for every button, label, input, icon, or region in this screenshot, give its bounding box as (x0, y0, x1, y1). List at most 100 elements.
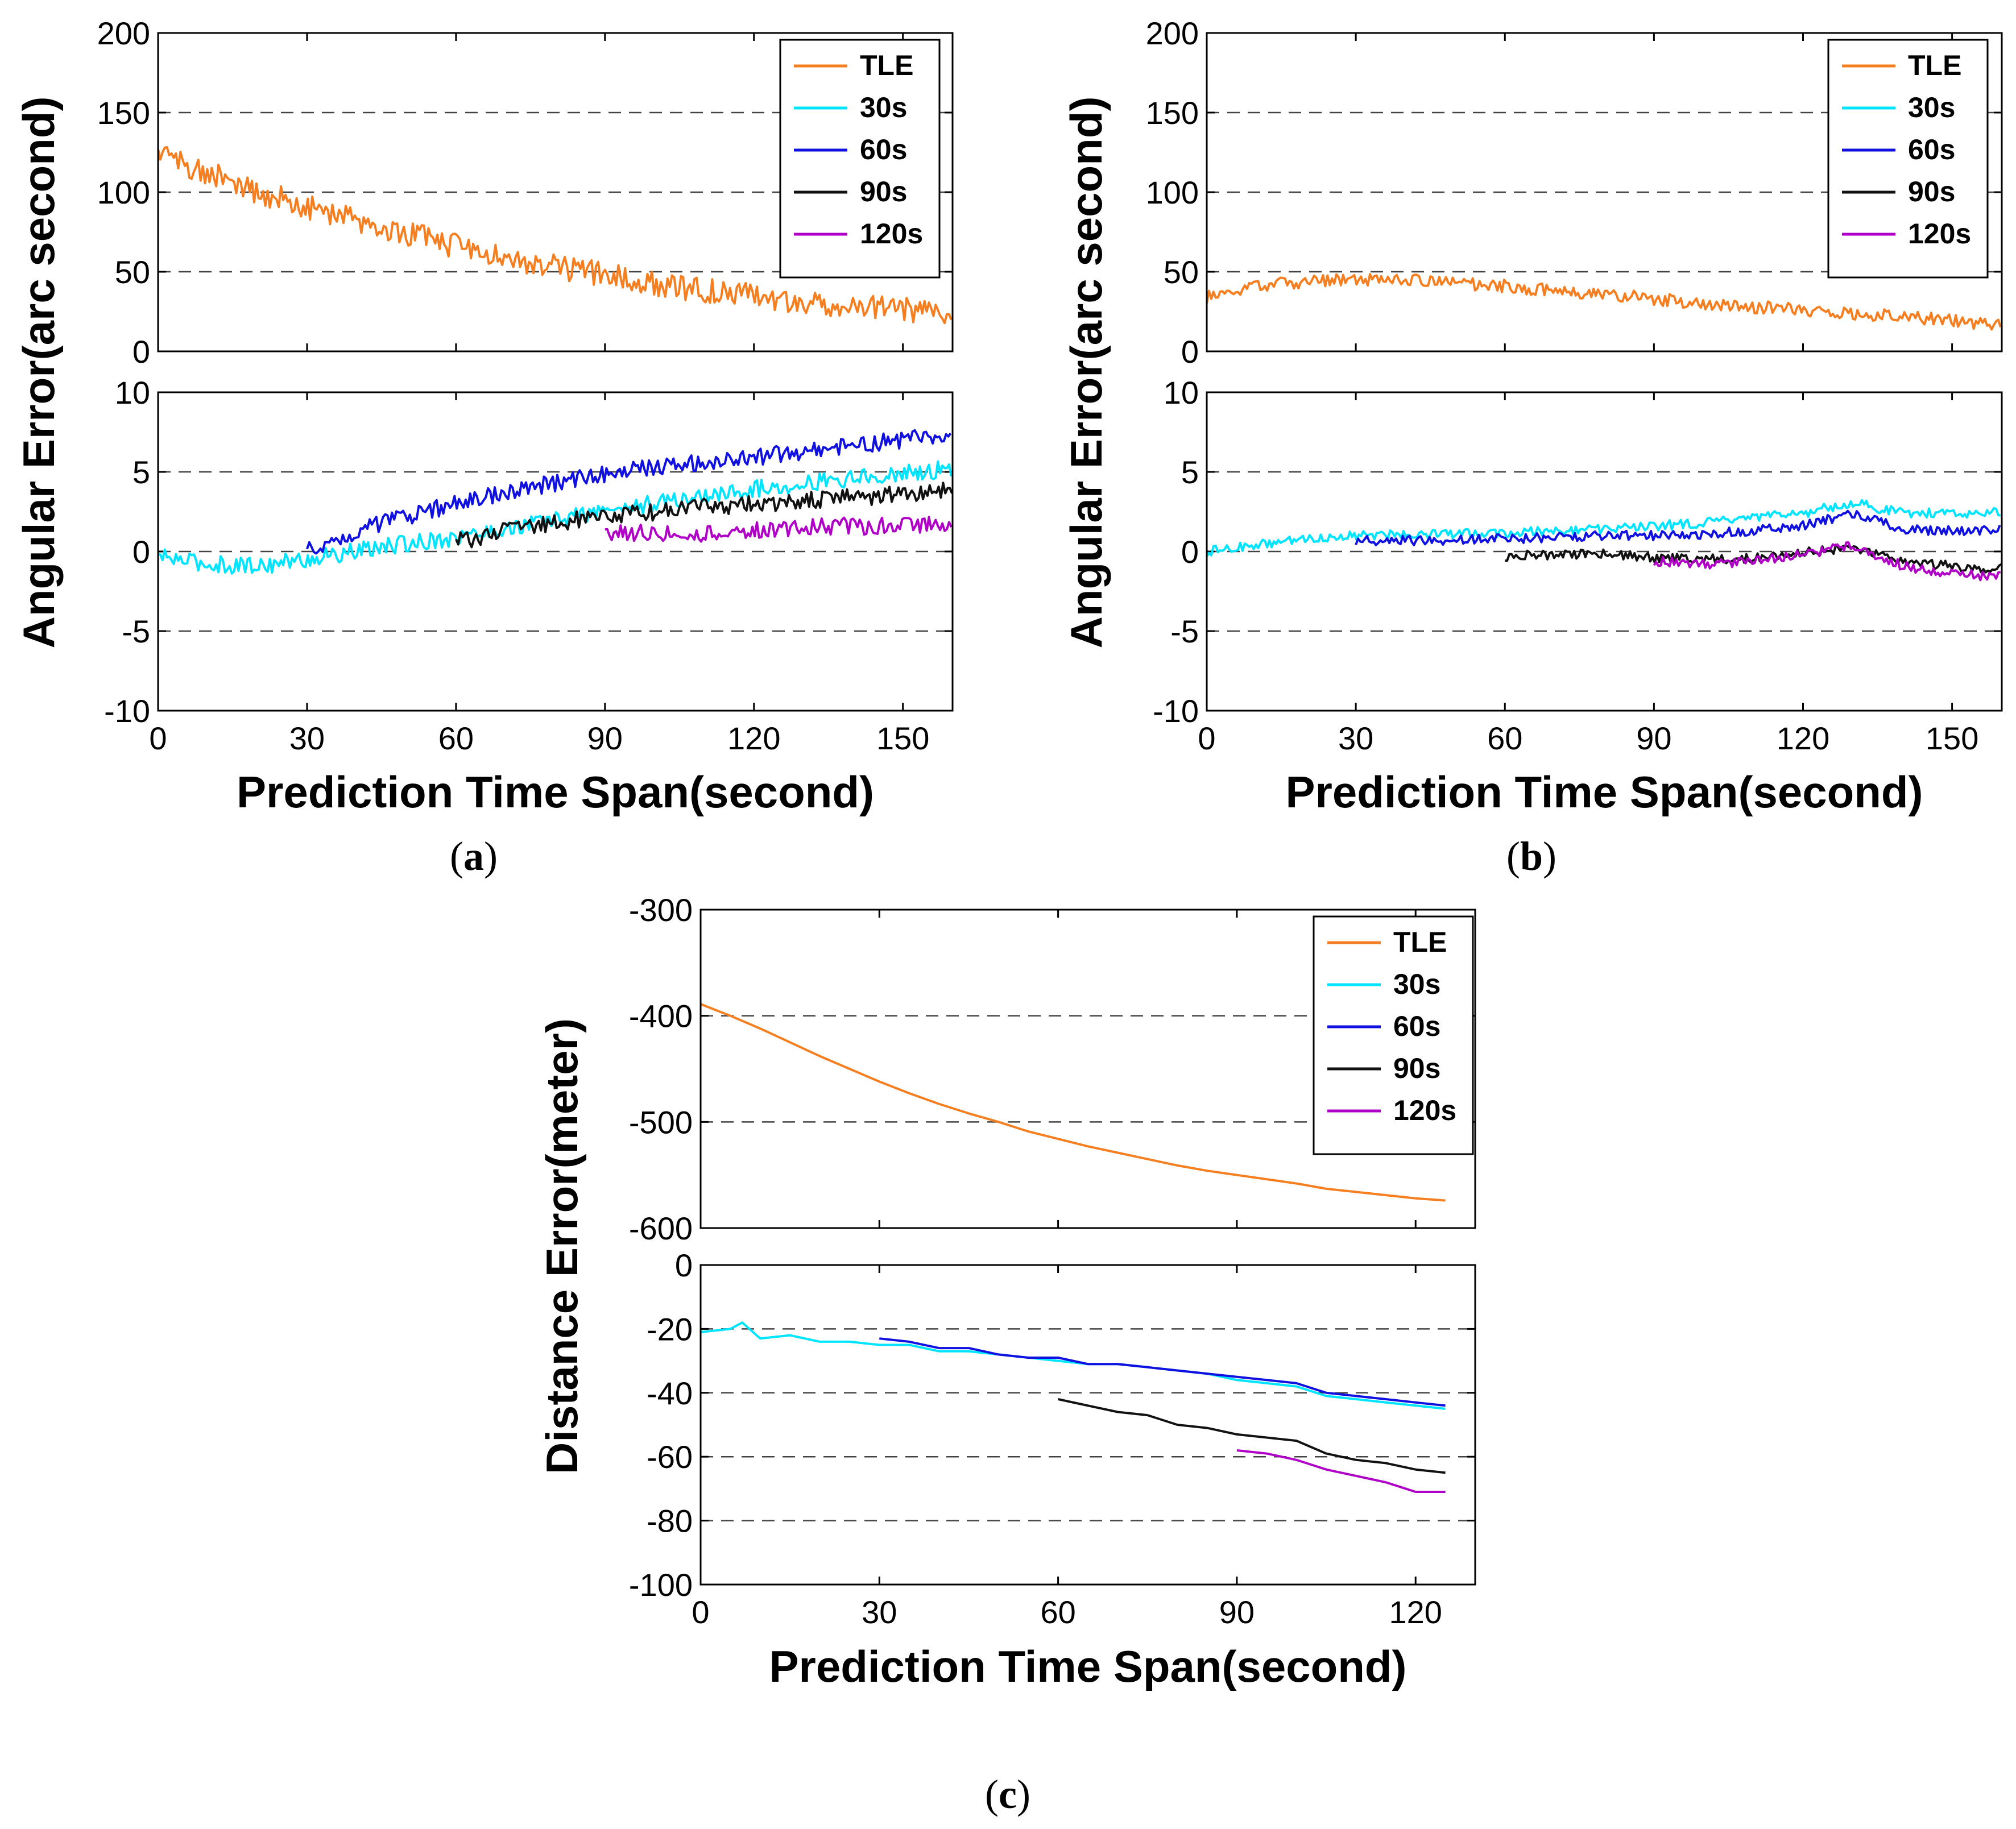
plot-frame (699, 1264, 1476, 1586)
caption-letter: b (1520, 833, 1543, 879)
caption-paren-close: ) (1543, 833, 1556, 879)
y-tick-label: -10 (104, 693, 150, 729)
x-tick-label: 60 (1487, 720, 1522, 756)
legend-box (1313, 915, 1474, 1155)
y-tick-label: -60 (647, 1439, 693, 1475)
legend-label-TLE: TLE (860, 49, 913, 81)
plot-frame (1206, 32, 2003, 352)
x-tick-label: 150 (876, 720, 929, 756)
legend-label-30s: 30s (1908, 92, 1955, 123)
y-tick-label: 100 (1146, 175, 1199, 210)
legend-label-30s: 30s (860, 92, 907, 123)
x-tick-label: 30 (1338, 720, 1373, 756)
x-tick-label: 120 (727, 720, 780, 756)
x-axis-label: Prediction Time Span(second) (769, 1641, 1406, 1691)
legend: TLE 30s 60s 90s 120s (1313, 915, 1474, 1155)
panel-caption: (a) (450, 833, 498, 879)
y-tick-label: 150 (97, 95, 150, 131)
y-tick-label: -100 (629, 1567, 693, 1603)
bottom-subplot: -10 -5 0 5 10 (104, 375, 954, 729)
x-tick-label: 150 (1926, 720, 1978, 756)
panel-c: -600 -500 -400 -300 -100 -80 -60 -40 -20 0 0 30 60 90… (537, 892, 1476, 1817)
series-line-120s (1653, 541, 2001, 582)
y-tick-label: 200 (1146, 15, 1199, 51)
y-tick-label: 10 (1164, 375, 1199, 410)
y-tick-label: 150 (1146, 95, 1199, 131)
x-tick-label: 60 (438, 720, 474, 756)
bottom-subplot: -10 -5 0 5 10 (1153, 375, 2003, 729)
x-tick-label: 0 (1198, 720, 1215, 756)
legend-label-60s: 60s (1908, 134, 1955, 165)
series-line-90s (1058, 1398, 1446, 1474)
legend: TLE 30s 60s 90s 120s (779, 39, 941, 279)
bottom-subplot: -100 -80 -60 -40 -20 0 (629, 1247, 1476, 1603)
x-axis-label: Prediction Time Span(second) (1285, 767, 1923, 817)
y-axis-label: Angular Error(arc second) (14, 97, 64, 649)
y-tick-label: 5 (1181, 454, 1199, 490)
x-tick-label: 0 (149, 720, 167, 756)
series-line-30s (700, 1321, 1446, 1410)
legend-label-120s: 120s (1908, 218, 1971, 250)
caption-letter: a (463, 833, 484, 879)
plot-frame (157, 391, 954, 712)
x-tick-label: 60 (1040, 1594, 1075, 1630)
plot-frame (157, 32, 954, 352)
caption-paren-open: ( (985, 1772, 999, 1817)
legend-label-120s: 120s (860, 218, 923, 250)
x-tick-label: 30 (862, 1594, 897, 1630)
y-tick-label: 0 (1181, 534, 1199, 570)
legend-label-60s: 60s (860, 134, 907, 165)
legend-label-90s: 90s (1393, 1052, 1440, 1084)
caption-paren-open: ( (1506, 833, 1520, 879)
y-tick-label: 0 (133, 334, 150, 370)
y-axis-label: Distance Error(meter) (537, 1018, 587, 1474)
caption-letter: c (999, 1772, 1017, 1817)
series-line-90s (1505, 544, 2002, 574)
y-tick-label: 0 (1181, 334, 1199, 370)
y-tick-label: 100 (97, 175, 150, 210)
y-tick-label: -500 (629, 1104, 693, 1140)
legend-label-90s: 90s (860, 176, 907, 208)
series-line-TLE (157, 146, 953, 325)
legend-label-TLE: TLE (1393, 926, 1447, 958)
x-tick-label: 0 (692, 1594, 709, 1630)
y-tick-label: -20 (647, 1311, 693, 1347)
x-tick-label: 90 (1636, 720, 1671, 756)
caption-paren-open: ( (450, 833, 463, 879)
legend: TLE 30s 60s 90s 120s (1827, 39, 1989, 279)
y-tick-label: -5 (122, 613, 150, 649)
y-tick-label: -600 (629, 1210, 693, 1246)
x-tick-label: 90 (587, 720, 623, 756)
series-line-60s (1355, 509, 2001, 546)
y-tick-label: -300 (629, 892, 693, 928)
legend-box (1827, 39, 1989, 279)
panel-caption: (b) (1506, 833, 1556, 879)
legend-label-90s: 90s (1908, 176, 1955, 208)
y-tick-label: -5 (1170, 613, 1199, 649)
panel-caption: (c) (985, 1772, 1030, 1817)
caption-paren-close: ) (484, 833, 498, 879)
top-subplot: -600 -500 -400 -300 (629, 892, 1476, 1246)
series-line-30s (1206, 499, 2001, 557)
plot-frame (1206, 391, 2003, 712)
legend-label-TLE: TLE (1908, 49, 1961, 81)
x-tick-label: 120 (1389, 1594, 1442, 1630)
series-line-120s (605, 516, 953, 543)
legend-box (779, 39, 941, 279)
series-line-TLE (700, 1003, 1446, 1202)
y-tick-label: 50 (1164, 254, 1199, 290)
top-subplot: 0 50 100 150 200 (97, 15, 954, 370)
x-axis-label: Prediction Time Span(second) (237, 767, 874, 817)
x-tick-label: 90 (1219, 1594, 1255, 1630)
y-tick-label: -80 (647, 1503, 693, 1539)
x-tick-label: 120 (1777, 720, 1829, 756)
series-line-120s (1236, 1449, 1446, 1493)
y-tick-label: 0 (133, 534, 150, 570)
y-tick-label: 5 (133, 454, 150, 490)
plot-frame (699, 909, 1476, 1229)
caption-paren-close: ) (1017, 1772, 1030, 1817)
legend-label-60s: 60s (1393, 1010, 1440, 1042)
